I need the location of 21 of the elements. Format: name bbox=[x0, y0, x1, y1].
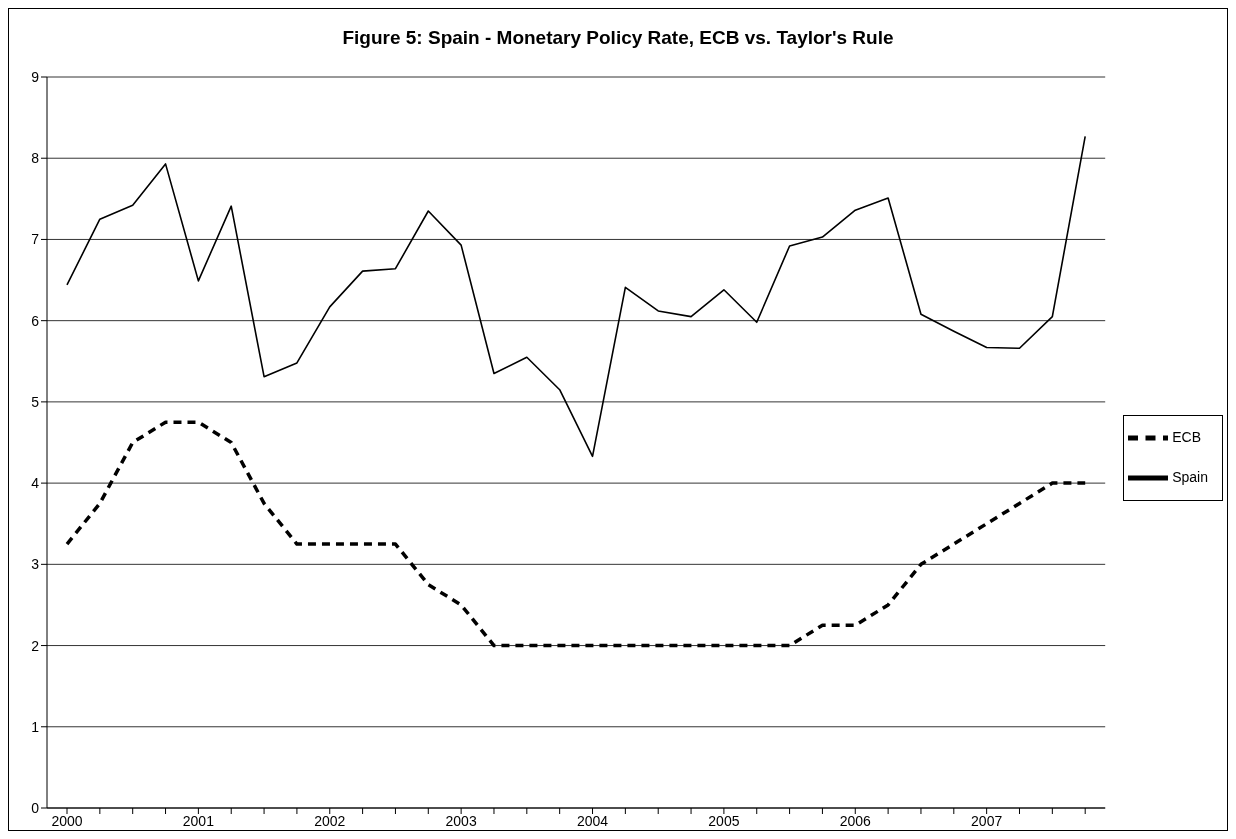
y-tick-label: 0 bbox=[31, 799, 40, 816]
y-tick-label: 3 bbox=[31, 556, 40, 573]
x-tick-label: 2005 bbox=[708, 812, 740, 829]
legend-label: Spain bbox=[1172, 468, 1208, 485]
x-tick-label: 2001 bbox=[182, 812, 215, 829]
x-tick-label: 2002 bbox=[314, 812, 346, 829]
x-tick-label: 2007 bbox=[971, 812, 1003, 829]
y-tick-label: 6 bbox=[31, 312, 40, 329]
x-tick-label: 2006 bbox=[839, 812, 872, 829]
legend-label: ECB bbox=[1172, 428, 1201, 445]
x-tick-label: 2004 bbox=[576, 812, 609, 829]
y-tick-label: 4 bbox=[31, 475, 40, 492]
chart-title: Figure 5: Spain - Monetary Policy Rate, ECB vs. Taylor's Rule bbox=[341, 26, 895, 50]
y-tick-label: 5 bbox=[31, 393, 40, 410]
y-tick-label: 7 bbox=[31, 231, 40, 248]
y-tick-label: 1 bbox=[31, 718, 40, 735]
y-tick-label: 9 bbox=[31, 68, 40, 85]
x-tick-label: 2000 bbox=[51, 812, 83, 829]
x-tick-label: 2003 bbox=[445, 812, 477, 829]
y-tick-label: 8 bbox=[31, 150, 40, 167]
y-tick-label: 2 bbox=[31, 637, 40, 654]
